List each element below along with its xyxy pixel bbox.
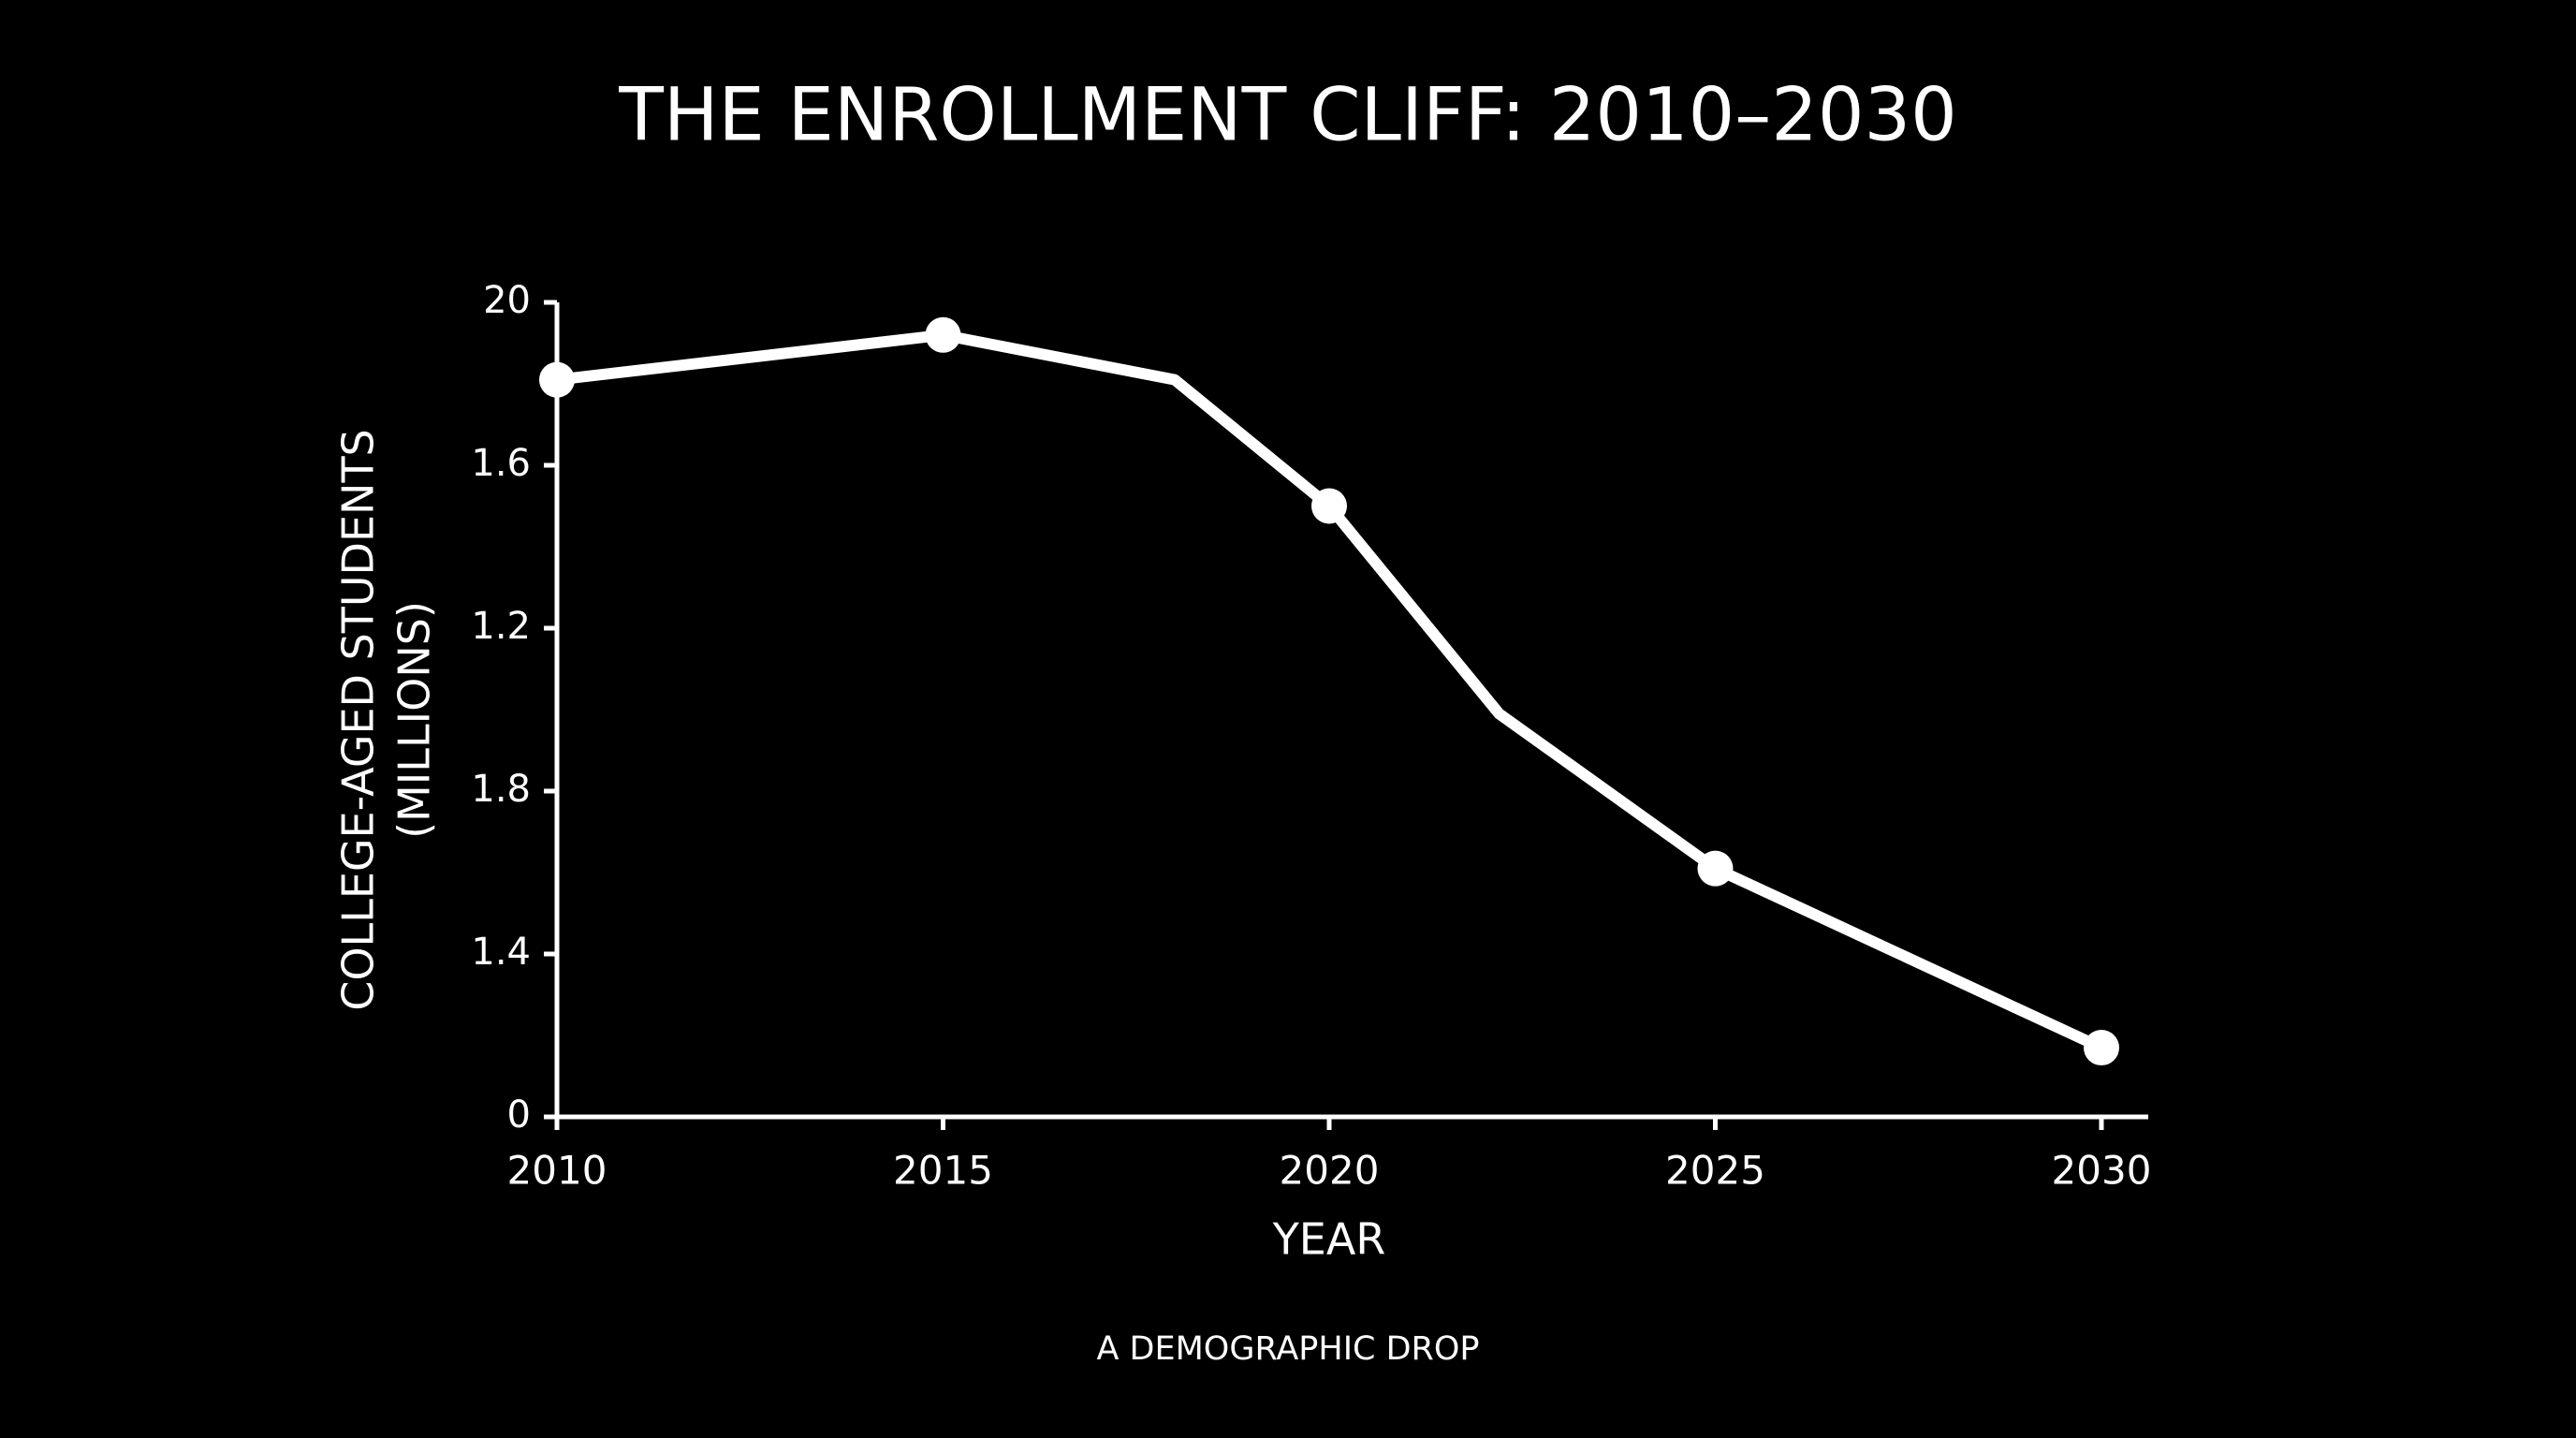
marker — [925, 316, 961, 353]
y-axis-label: (MILLIONS) — [389, 601, 440, 839]
subtitle: A DEMOGRAPHIC DROP — [1096, 1330, 1479, 1368]
x-tick-label: 2020 — [1280, 1148, 1380, 1194]
y-tick-label: 1.6 — [471, 442, 531, 485]
marker — [2084, 1030, 2119, 1066]
y-axis-label: COLLEGE-AGED STUDENTS — [333, 429, 384, 1011]
y-tick-label: 20 — [483, 279, 531, 322]
chart-title: THE ENROLLMENT CLIFF: 2010–2030 — [618, 73, 1957, 157]
y-tick-label: 1.4 — [471, 931, 531, 974]
y-tick-label: 1.2 — [471, 605, 531, 648]
x-axis-label: YEAR — [1272, 1214, 1386, 1265]
x-tick-label: 2015 — [893, 1148, 993, 1194]
marker — [539, 361, 575, 398]
marker — [1697, 850, 1734, 887]
y-tick-label: 0 — [507, 1093, 531, 1137]
y-tick-label: 1.8 — [471, 768, 531, 811]
x-tick-label: 2010 — [507, 1148, 607, 1194]
x-tick-label: 2025 — [1665, 1148, 1765, 1194]
marker — [1311, 488, 1347, 524]
x-tick-label: 2030 — [2052, 1148, 2152, 1194]
